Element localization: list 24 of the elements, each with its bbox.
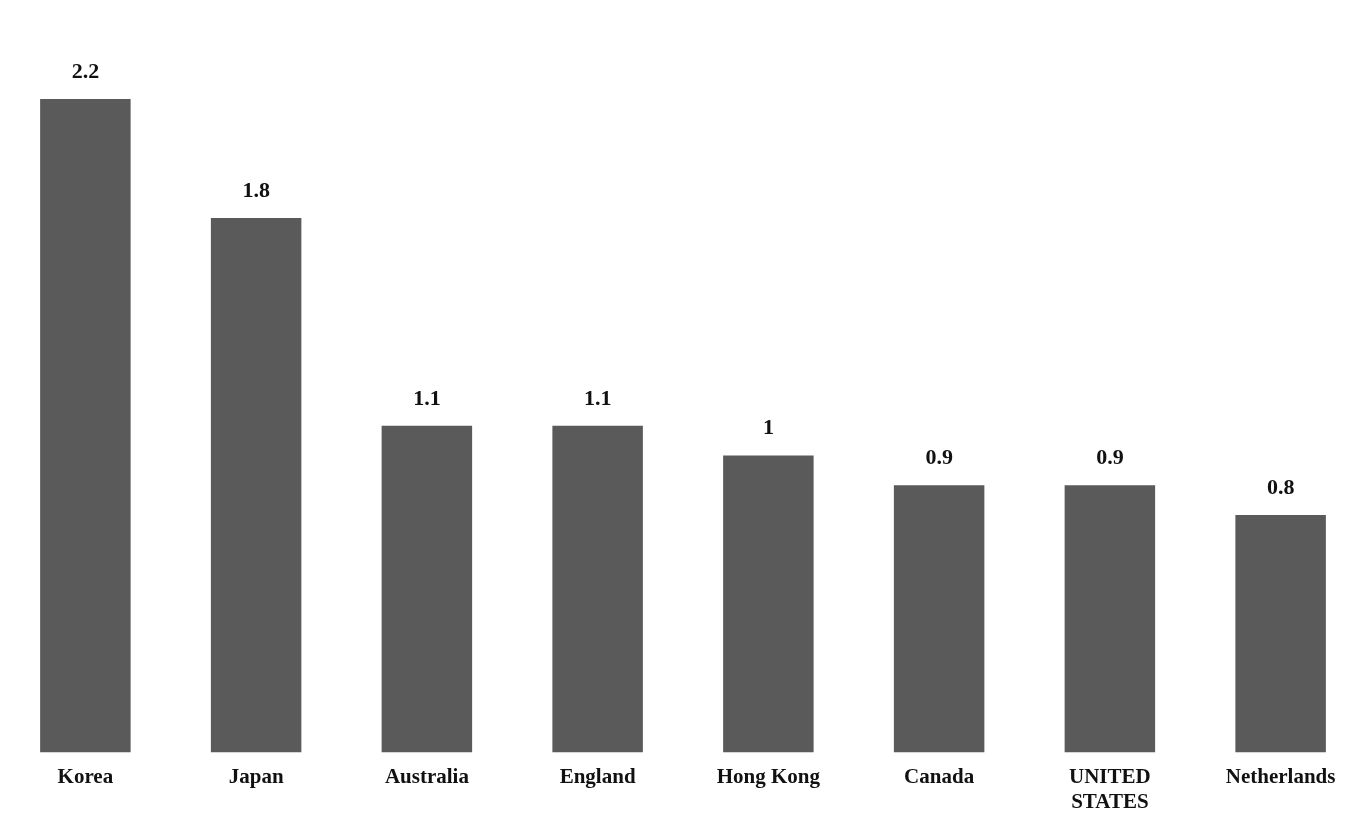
x-tick-label: Canada — [904, 763, 975, 788]
bar — [1235, 514, 1326, 753]
x-tick-label: Australia — [384, 763, 470, 788]
x-tick-label: Korea — [57, 763, 114, 788]
data-label: 0.9 — [1096, 443, 1124, 469]
bar — [552, 425, 643, 753]
data-label: 1.1 — [413, 384, 441, 410]
x-tick-label: Japan — [228, 763, 284, 788]
data-label: 0.9 — [925, 443, 953, 469]
data-label: 2.2 — [71, 57, 100, 83]
bar — [1064, 485, 1156, 753]
bar — [40, 99, 131, 753]
data-label: 1.8 — [242, 176, 270, 202]
data-label: 0.8 — [1266, 473, 1295, 499]
bar — [893, 485, 985, 753]
bar — [723, 455, 814, 753]
bar — [210, 217, 302, 753]
data-label: 1.1 — [583, 384, 612, 410]
data-label: 1 — [762, 414, 774, 440]
x-tick-label: UNITED STATES — [1069, 763, 1151, 813]
x-tick-label: England — [559, 763, 636, 788]
bar — [381, 425, 473, 753]
x-tick-label: Hong Kong — [716, 763, 821, 788]
x-tick-label: Netherlands — [1225, 763, 1336, 788]
